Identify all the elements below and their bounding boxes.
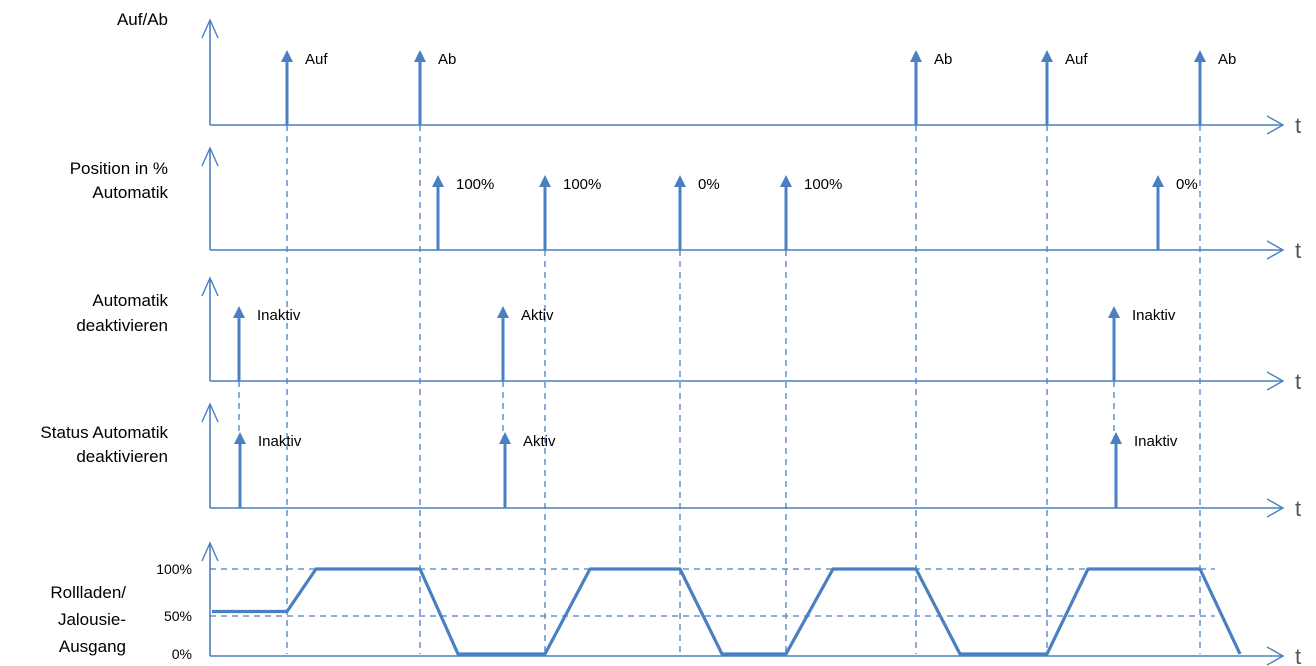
time-axis-label: t (1295, 238, 1301, 263)
y-axis-arrowhead (201, 18, 219, 39)
event-arrows-layer: Auf Ab Ab Auf Ab 100% 100% 0% 100% 0% Inaktiv Aktiv… (233, 50, 1236, 508)
event-arrowhead (281, 50, 293, 62)
event-arrow: Auf (281, 50, 328, 125)
event-arrowhead (780, 175, 792, 187)
event-label: Ab (934, 51, 952, 68)
time-axis-label: t (1295, 369, 1301, 394)
row-label-status-automatik: Status Automatik deaktivieren (40, 423, 168, 466)
axis-lane-1: t (201, 18, 1301, 138)
event-arrowhead (234, 432, 246, 444)
event-label: 100% (456, 176, 494, 193)
event-label: 100% (804, 176, 842, 193)
axis-lane-4: t (201, 402, 1301, 521)
row-labels-layer: Auf/Ab Position in % Automatik Automatik dea… (40, 10, 168, 656)
row-label-output: Rollladen/Jalousie- Ausgang (50, 583, 126, 656)
axis-lane-5: t (201, 541, 1301, 666)
event-arrowhead (233, 306, 245, 318)
event-arrow: Aktiv (497, 306, 554, 381)
event-label: 0% (698, 176, 720, 193)
event-label: Aktiv (523, 433, 556, 450)
row-label-line: deaktivieren (76, 447, 168, 466)
row-label-line: Position in % (70, 159, 168, 178)
row-label-line: Ausgang (59, 637, 126, 656)
row-label-line: Automatik (92, 291, 168, 310)
event-arrowhead (1041, 50, 1053, 62)
x-axis-arrowhead (1266, 646, 1285, 666)
event-arrowhead (1110, 432, 1122, 444)
event-arrowhead (499, 432, 511, 444)
event-arrowhead (414, 50, 426, 62)
event-arrowhead (432, 175, 444, 187)
event-arrow: 100% (432, 175, 494, 250)
level-label: 0% (172, 646, 192, 662)
event-arrow: Ab (910, 50, 952, 125)
event-arrow: Inaktiv (234, 432, 302, 508)
event-arrow: Inaktiv (1110, 432, 1178, 508)
axis-lane-3: t (201, 276, 1301, 394)
x-axis-arrowhead (1266, 115, 1285, 135)
event-label: Aktiv (521, 307, 554, 324)
event-label: Auf (305, 51, 328, 68)
event-arrow: Aktiv (499, 432, 556, 508)
level-label: 50% (164, 608, 192, 624)
row-label-line: Automatik (92, 183, 168, 202)
event-arrow: Inaktiv (233, 306, 301, 381)
axes-layer: t t t t t (201, 18, 1301, 666)
event-arrow: 0% (1152, 175, 1198, 250)
row-label-position: Position in % Automatik (70, 159, 169, 202)
event-arrowhead (539, 175, 551, 187)
event-arrow: Ab (1194, 50, 1236, 125)
dashed-link-layer (210, 125, 1215, 654)
event-label: Inaktiv (1134, 433, 1178, 450)
event-arrowhead (497, 306, 509, 318)
event-arrowhead (674, 175, 686, 187)
output-curve (212, 567, 1242, 656)
row-label-line: deaktivieren (76, 316, 168, 335)
event-label: 100% (563, 176, 601, 193)
axis-lane-2: t (201, 146, 1301, 263)
event-arrow: Auf (1041, 50, 1088, 125)
event-label: Ab (1218, 51, 1236, 68)
time-axis-label: t (1295, 113, 1301, 138)
event-arrow: 100% (780, 175, 842, 250)
event-arrowhead (910, 50, 922, 62)
row-label-automatik-deaktivieren: Automatik deaktivieren (76, 291, 168, 335)
x-axis-arrowhead (1266, 371, 1285, 391)
y-axis-arrowhead (201, 541, 219, 562)
time-axis-label: t (1295, 644, 1301, 666)
x-axis-arrowhead (1266, 498, 1285, 518)
event-label: Inaktiv (257, 307, 301, 324)
row-label-auf-ab: Auf/Ab (117, 10, 168, 29)
event-label: Inaktiv (1132, 307, 1176, 324)
event-arrow: 100% (539, 175, 601, 250)
y-axis-arrowhead (201, 146, 219, 167)
event-arrowhead (1152, 175, 1164, 187)
y-axis-arrowhead (201, 276, 219, 297)
time-axis-label: t (1295, 496, 1301, 521)
row-label-line: Auf/Ab (117, 10, 168, 29)
output-curve-layer: 100% 50% 0% (156, 561, 1242, 662)
row-label-line: Status Automatik (40, 423, 168, 442)
event-arrow: Inaktiv (1108, 306, 1176, 381)
event-arrow: 0% (674, 175, 720, 250)
event-arrowhead (1108, 306, 1120, 318)
level-label: 100% (156, 561, 192, 577)
event-label: 0% (1176, 176, 1198, 193)
event-arrowhead (1194, 50, 1206, 62)
event-label: Inaktiv (258, 433, 302, 450)
event-arrow: Ab (414, 50, 456, 125)
x-axis-arrowhead (1266, 240, 1285, 260)
row-label-line: Jalousie- (58, 610, 126, 629)
y-axis-arrowhead (201, 402, 219, 423)
row-label-line: Rollladen/ (50, 583, 126, 602)
event-label: Auf (1065, 51, 1088, 68)
event-label: Ab (438, 51, 456, 68)
